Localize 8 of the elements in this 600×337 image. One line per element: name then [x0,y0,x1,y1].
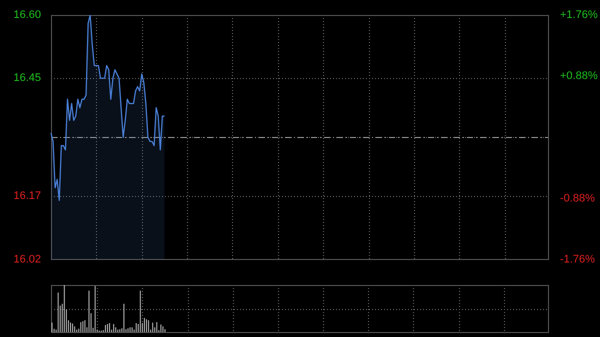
y2-tick-label: -1.76% [560,253,596,266]
y2-tick-label: -0.88% [560,192,596,204]
y-tick-label: 16.17 [13,190,41,202]
y-tick-label: 16.02 [13,253,41,266]
y-tick-label: 16.45 [13,72,41,84]
y-tick-label: 16.60 [13,9,41,22]
y2-tick-label: +0.88% [560,70,598,82]
y2-tick-label: +1.76% [560,9,598,22]
